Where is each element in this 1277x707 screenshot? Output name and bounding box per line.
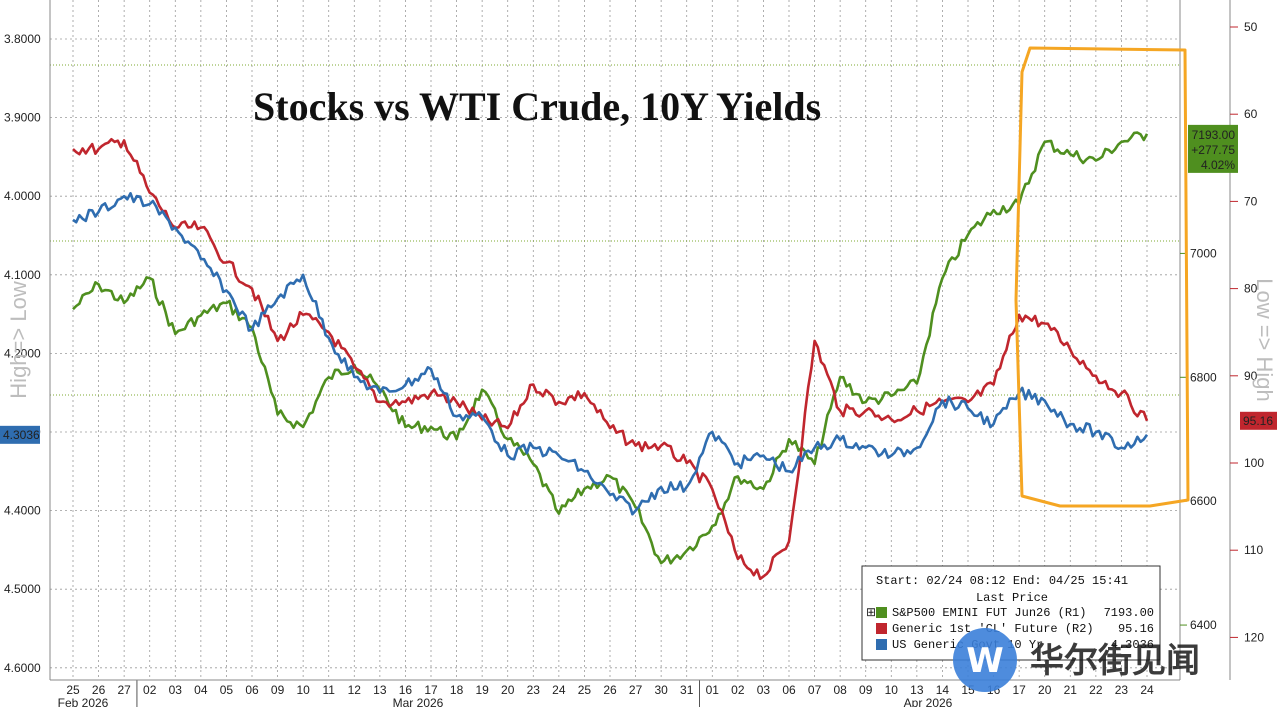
watermark-logo-letter: W bbox=[966, 641, 1004, 681]
x-tick-label: 17 bbox=[424, 683, 438, 697]
x-tick-label: 24 bbox=[552, 683, 566, 697]
left-tick-label: 4.5000 bbox=[4, 582, 41, 596]
month-label: Feb 2026 bbox=[58, 696, 109, 707]
x-tick-label: 06 bbox=[245, 683, 259, 697]
x-tick-label: 23 bbox=[1115, 683, 1129, 697]
x-tick-label: 13 bbox=[910, 683, 924, 697]
x-tick-label: 18 bbox=[450, 683, 464, 697]
legend-swatch bbox=[876, 607, 887, 618]
watermark: W 华尔街见闻 bbox=[953, 628, 1200, 692]
left-tick-label: 4.6000 bbox=[4, 661, 41, 675]
x-tick-label: 26 bbox=[92, 683, 106, 697]
x-tick-label: 13 bbox=[373, 683, 387, 697]
left-tick-label: 3.8000 bbox=[4, 32, 41, 46]
x-tick-label: 03 bbox=[757, 683, 771, 697]
x-tick-label: 05 bbox=[220, 683, 234, 697]
spx-last-value: 4.02% bbox=[1201, 158, 1235, 172]
spx-last-tag bbox=[1188, 124, 1238, 173]
highlight-annotation bbox=[1014, 46, 1190, 508]
left-tick-label: 4.1000 bbox=[4, 268, 41, 282]
x-tick-label: 19 bbox=[475, 683, 489, 697]
x-tick-label: 09 bbox=[271, 683, 285, 697]
right-axis-label: Low => High bbox=[1252, 278, 1277, 402]
chart-title: Stocks vs WTI Crude, 10Y Yields bbox=[253, 84, 821, 129]
left-tick-label: 3.9000 bbox=[4, 111, 41, 125]
legend-swatch bbox=[876, 623, 887, 634]
x-tick-label: 21 bbox=[1064, 683, 1078, 697]
x-tick-label: 09 bbox=[859, 683, 873, 697]
crude-tick-label: 100 bbox=[1244, 456, 1264, 470]
x-tick-label: 06 bbox=[782, 683, 796, 697]
left-axis-label: High=> Low bbox=[6, 281, 31, 399]
watermark-text: 华尔街见闻 bbox=[1030, 641, 1200, 681]
x-tick-label: 31 bbox=[680, 683, 694, 697]
x-tick-label: 20 bbox=[1038, 683, 1052, 697]
legend-subheader: Last Price bbox=[976, 591, 1048, 605]
spx-tick-label: 6400 bbox=[1190, 618, 1217, 632]
x-tick-label: 25 bbox=[66, 683, 80, 697]
x-tick-label: 08 bbox=[833, 683, 847, 697]
spx-last-value: +277.75 bbox=[1191, 143, 1235, 157]
x-tick-label: 27 bbox=[117, 683, 131, 697]
x-tick-label: 17 bbox=[1012, 683, 1026, 697]
x-tick-label: 16 bbox=[399, 683, 413, 697]
legend-swatch bbox=[876, 639, 887, 650]
spx-tick-label: 6600 bbox=[1190, 494, 1217, 508]
x-tick-label: 04 bbox=[194, 683, 208, 697]
spx-last-value: 7193.00 bbox=[1192, 128, 1236, 142]
x-tick-label: 23 bbox=[527, 683, 541, 697]
month-label: Mar 2026 bbox=[393, 696, 444, 707]
x-tick-label: 07 bbox=[808, 683, 822, 697]
x-tick-label: 12 bbox=[348, 683, 362, 697]
crude-last-tag bbox=[1240, 411, 1277, 430]
crude-line bbox=[72, 138, 1149, 581]
watermark-logo-icon bbox=[953, 628, 1017, 692]
legend-entry-value: 4.3036 bbox=[1111, 638, 1154, 652]
crude-tick-label: 90 bbox=[1244, 369, 1258, 383]
legend-entry-value: 7193.00 bbox=[1104, 606, 1154, 620]
x-tick-label: 01 bbox=[706, 683, 720, 697]
x-tick-label: 26 bbox=[603, 683, 617, 697]
crude-last-value: 95.16 bbox=[1243, 414, 1273, 428]
yield-last-value: 4.3036 bbox=[3, 428, 40, 442]
crude-tick-label: 70 bbox=[1244, 194, 1258, 208]
left-tick-label: 4.0000 bbox=[4, 189, 41, 203]
x-tick-label: 30 bbox=[654, 683, 668, 697]
left-tick-label: 4.2000 bbox=[4, 346, 41, 360]
crude-tick-label: 120 bbox=[1244, 630, 1264, 644]
legend-collapse-icon: ⊞ bbox=[866, 605, 876, 619]
crude-tick-label: 50 bbox=[1244, 20, 1258, 34]
reference-lines bbox=[50, 64, 1180, 396]
left-tick-label: 4.4000 bbox=[4, 504, 41, 518]
x-tick-label: 22 bbox=[1089, 683, 1103, 697]
x-tick-label: 10 bbox=[296, 683, 310, 697]
x-tick-label: 27 bbox=[629, 683, 643, 697]
crude-tick-label: 110 bbox=[1244, 543, 1263, 557]
legend-entry-label: S&P500 EMINI FUT Jun26 (R1) bbox=[892, 606, 1086, 620]
x-tick-label: 11 bbox=[322, 683, 335, 697]
highlight-box bbox=[1014, 46, 1190, 508]
yield-last-tag bbox=[0, 425, 40, 444]
crude-tick-label: 80 bbox=[1244, 282, 1258, 296]
x-tick-label: 25 bbox=[578, 683, 592, 697]
spx-line bbox=[72, 131, 1149, 565]
x-tick-label: 14 bbox=[936, 683, 950, 697]
x-tick-label: 02 bbox=[731, 683, 745, 697]
crude-tick-label: 60 bbox=[1244, 107, 1258, 121]
month-label: Apr 2026 bbox=[904, 696, 953, 707]
x-tick-label: 02 bbox=[143, 683, 157, 697]
legend-header: Start: 02/24 08:12 End: 04/25 15:41 bbox=[876, 574, 1128, 588]
x-tick-label: 24 bbox=[1140, 683, 1154, 697]
legend-entry-value: 95.16 bbox=[1118, 622, 1154, 636]
x-tick-label: 03 bbox=[169, 683, 183, 697]
spx-tick-label: 7000 bbox=[1190, 246, 1217, 260]
series-lines bbox=[72, 131, 1149, 581]
x-tick-label: 20 bbox=[501, 683, 515, 697]
spx-tick-label: 6800 bbox=[1190, 370, 1217, 384]
yield-line bbox=[72, 192, 1149, 516]
x-tick-label: 10 bbox=[885, 683, 899, 697]
